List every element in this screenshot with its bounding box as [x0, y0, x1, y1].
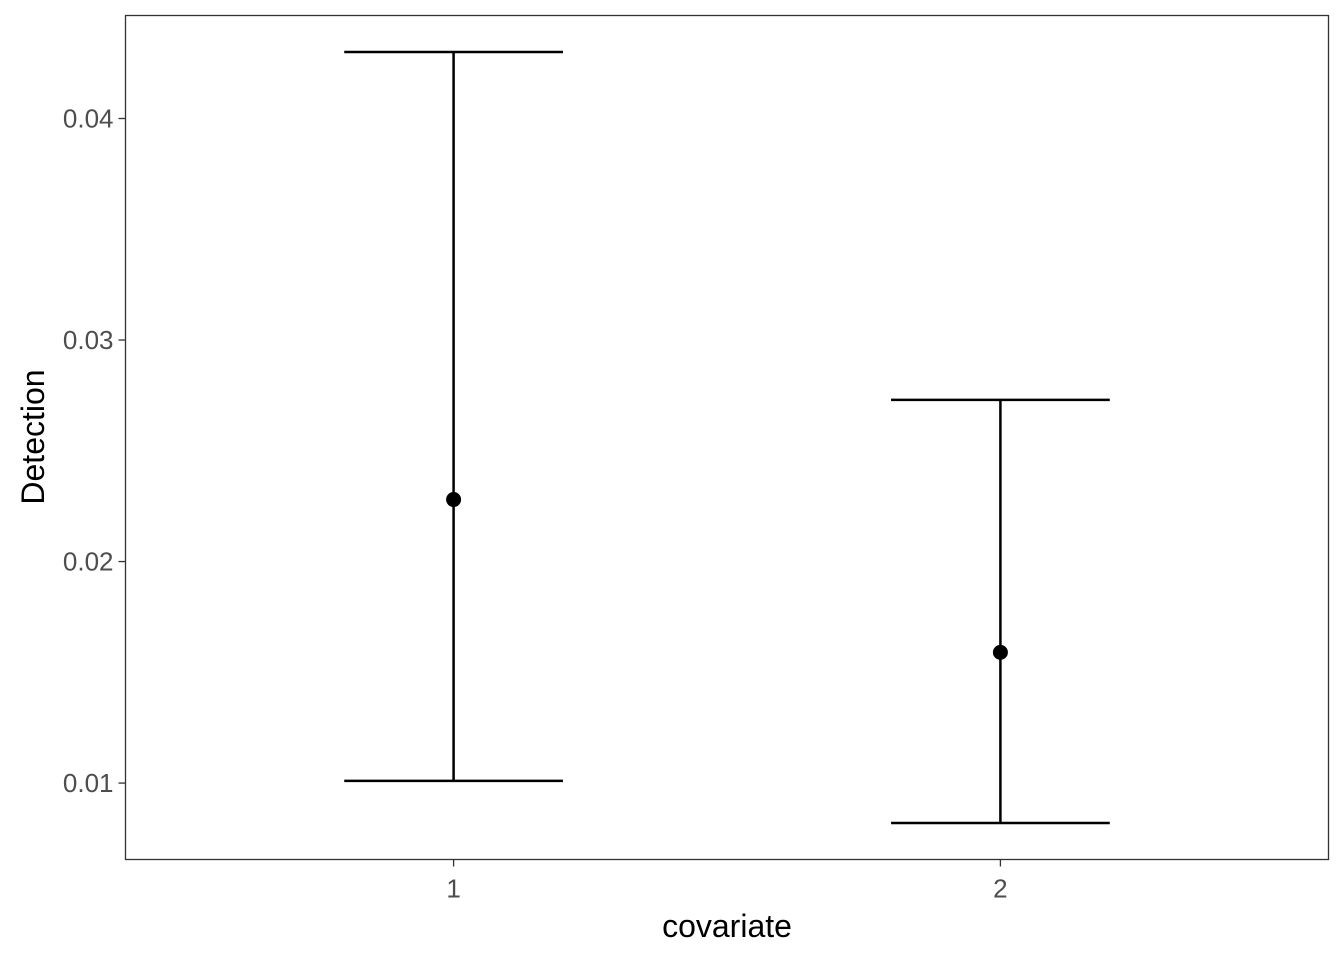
x-tick-label: 2 — [993, 874, 1007, 904]
x-axis-title: covariate — [662, 908, 792, 944]
y-tick-label: 0.03 — [63, 325, 114, 355]
y-tick-label: 0.01 — [63, 768, 114, 798]
y-tick-label: 0.02 — [63, 547, 114, 577]
y-axis: 0.01 0.02 0.03 0.04 — [63, 104, 126, 798]
point-estimate — [446, 492, 462, 508]
error-bars — [344, 50, 1110, 825]
x-tick-label: 1 — [446, 874, 460, 904]
panel-border — [124, 14, 1330, 861]
point-estimate — [992, 644, 1008, 660]
y-axis-title: Detection — [15, 369, 51, 504]
y-tick-label: 0.04 — [63, 104, 114, 134]
